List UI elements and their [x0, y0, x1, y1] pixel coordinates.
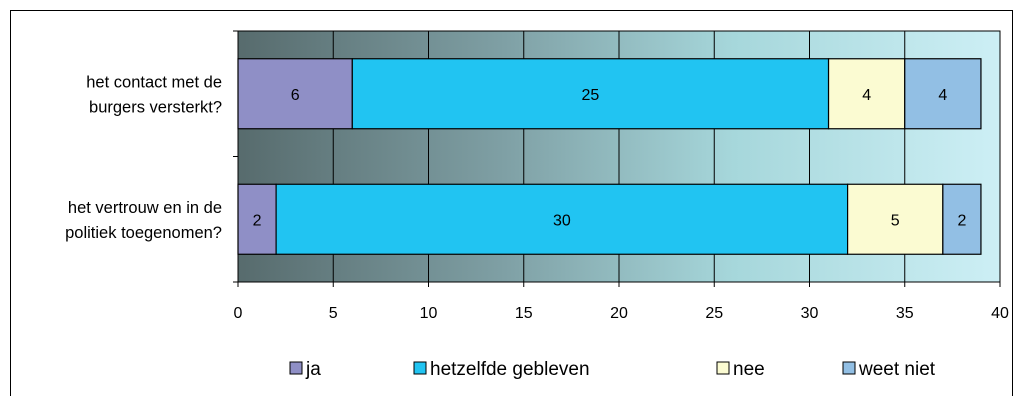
data-label: 4: [938, 87, 947, 104]
data-label: 2: [957, 212, 966, 229]
legend-swatch: [716, 361, 730, 375]
data-label: 4: [862, 87, 871, 104]
legend-swatch: [842, 361, 856, 375]
x-tick-label: 15: [515, 305, 533, 322]
x-tick-label: 40: [991, 305, 1009, 322]
bar-segment: [827, 58, 906, 130]
x-tick-label: 25: [705, 305, 723, 322]
category-label: politiek toegenomen?: [65, 224, 222, 242]
bar-segment: [846, 183, 944, 255]
x-tick-label: 10: [420, 305, 438, 322]
bar-segment: [942, 183, 982, 255]
x-tick-label: 0: [234, 305, 243, 322]
x-tick-label: 20: [610, 305, 628, 322]
x-tick-label: 5: [329, 305, 338, 322]
bar-segment: [351, 58, 830, 130]
legend-swatch: [289, 361, 303, 375]
legend-label: weet niet: [858, 359, 936, 380]
category-label: het contact met de: [86, 73, 222, 91]
bar-segment: [275, 183, 849, 255]
legend-label: ja: [305, 359, 321, 380]
bar-segment: [237, 58, 353, 130]
legend-label: hetzelfde gebleven: [430, 359, 590, 380]
data-label: 6: [291, 87, 300, 104]
bar-segment: [237, 183, 277, 255]
x-tick-label: 35: [896, 305, 914, 322]
data-label: 25: [582, 87, 600, 104]
x-tick-label: 30: [801, 305, 819, 322]
bar-segment: [904, 58, 982, 130]
data-label: 2: [253, 212, 262, 229]
legend-swatch: [413, 361, 427, 375]
legend-label: nee: [733, 359, 765, 380]
category-label: burgers versterkt?: [89, 98, 222, 116]
category-label: het vertrouw en in de: [68, 199, 222, 217]
data-label: 30: [553, 212, 571, 229]
data-label: 5: [891, 212, 900, 229]
